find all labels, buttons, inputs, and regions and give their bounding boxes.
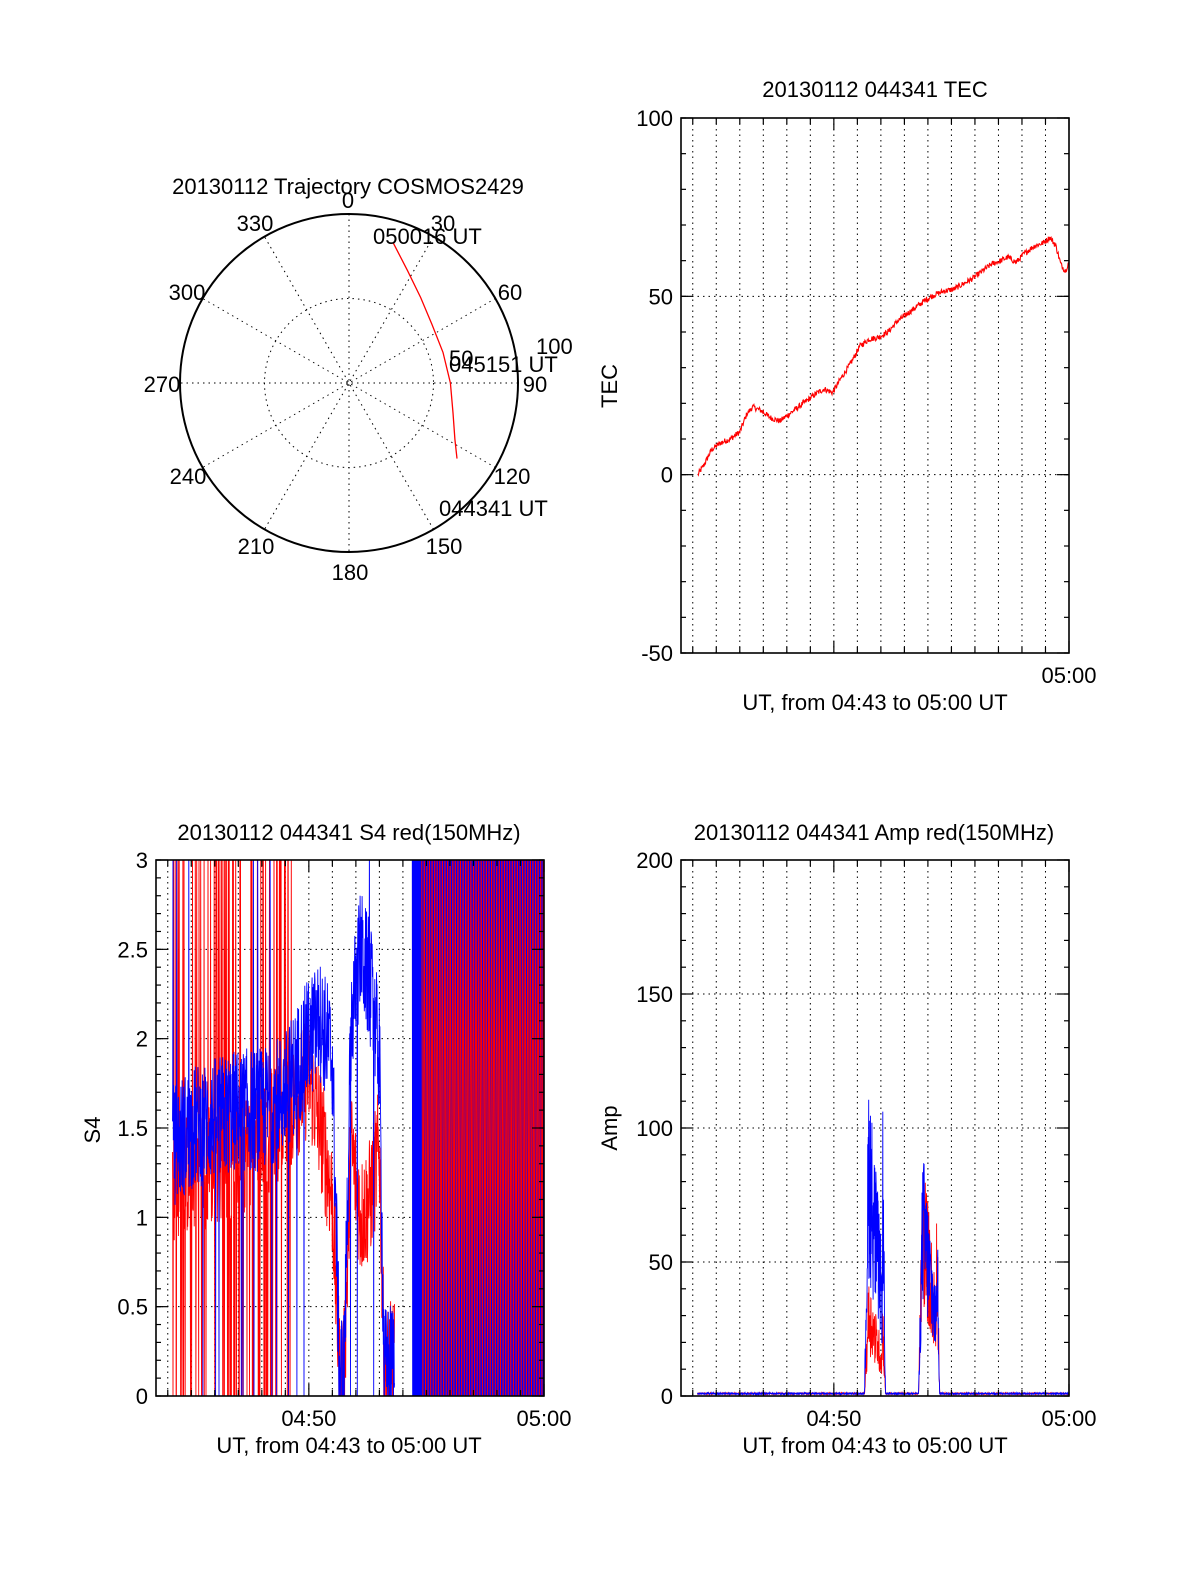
y-tick-label: 150	[636, 982, 673, 1007]
s4-series	[172, 860, 544, 1396]
tec-ylabel: TEC	[597, 364, 622, 408]
y-tick-label: 1.5	[117, 1116, 148, 1141]
polar-inner-ring	[264, 298, 434, 468]
amp-chart: 20130112 044341 Amp red(150MHz) 0 50 100 15…	[597, 820, 1097, 1458]
trajectory-line	[392, 242, 458, 459]
x-tick-label: 05:00	[516, 1406, 571, 1431]
annotation-mid-time: 045151 UT	[449, 352, 558, 377]
y-tick-label: 100	[636, 106, 673, 131]
amp-blue-line	[697, 1099, 1070, 1397]
y-tick-label: 0.5	[117, 1295, 148, 1320]
y-tick-label: 2.5	[117, 937, 148, 962]
tec-ticks: -50 0 50 100 05:00	[636, 106, 1096, 688]
x-tick-label: 04:50	[281, 1406, 336, 1431]
polar-radial-label-50: 50	[449, 346, 473, 371]
amp-series	[697, 1099, 1070, 1397]
tec-plot-frame	[680, 117, 1070, 654]
polar-radial-label-100: 100	[536, 334, 573, 359]
polar-angle-label: 90	[523, 372, 547, 397]
tec-xlabel: UT, from 04:43 to 05:00 UT	[742, 690, 1007, 715]
annotation-end-time: 050016 UT	[373, 224, 482, 249]
polar-angle-label: 180	[332, 560, 369, 585]
polar-grid	[180, 214, 518, 552]
polar-outer-ring	[179, 213, 519, 553]
x-tick-label: 05:00	[1041, 1406, 1096, 1431]
polar-angle-label: 150	[426, 534, 463, 559]
y-tick-label: 0	[661, 463, 673, 488]
amp-ticks: 0 50 100 150 200 04:50 05:00	[636, 848, 1096, 1431]
tec-title: 20130112 044341 TEC	[762, 77, 988, 102]
tec-line	[697, 236, 1069, 477]
s4-ticks: 0 0.5 1 1.5 2 2.5 3 04:50 05:00	[117, 848, 571, 1431]
polar-series	[392, 242, 458, 459]
trajectory-title: 20130112 Trajectory COSMOS2429	[172, 174, 524, 199]
amp-title: 20130112 044341 Amp red(150MHz)	[694, 820, 1054, 845]
tec-grid	[681, 118, 1070, 653]
polar-angle-labels: 0 30 60 90 120 150 180 210 240 270 300 330	[144, 188, 548, 585]
amp-ylabel: Amp	[597, 1105, 622, 1150]
s4-blue-line	[172, 860, 395, 1396]
polar-angle-label: 240	[170, 464, 207, 489]
trajectory-chart: 20130112 Trajectory COSMOS2429 0 30 60 90 12…	[144, 174, 573, 585]
s4-title: 20130112 044341 S4 red(150MHz)	[177, 820, 520, 845]
y-tick-label: 200	[636, 848, 673, 873]
s4-xlabel: UT, from 04:43 to 05:00 UT	[216, 1433, 481, 1458]
s4-chart: 20130112 044341 S4 red(150MHz) 0 0.5 1 1.5 2…	[80, 820, 572, 1458]
polar-spoke	[202, 298, 496, 468]
y-tick-label: -50	[641, 641, 673, 666]
polar-angle-label: 210	[238, 534, 275, 559]
y-tick-label: 50	[649, 1250, 673, 1275]
polar-angle-label: 330	[237, 211, 274, 236]
y-tick-label: 50	[649, 284, 673, 309]
s4-red-saturated	[421, 860, 544, 1396]
polar-angle-label: 120	[494, 464, 531, 489]
y-tick-label: 3	[136, 848, 148, 873]
polar-angle-label: 270	[144, 372, 181, 397]
tec-series	[697, 236, 1069, 477]
y-tick-label: 0	[136, 1384, 148, 1409]
polar-angle-label: 60	[498, 280, 522, 305]
polar-spoke	[264, 236, 434, 530]
y-tick-label: 2	[136, 1027, 148, 1052]
y-tick-label: 0	[661, 1384, 673, 1409]
x-tick-label: 05:00	[1041, 663, 1096, 688]
amp-grid	[681, 860, 1070, 1396]
y-tick-label: 100	[636, 1116, 673, 1141]
x-tick-label: 04:50	[806, 1406, 861, 1431]
annotation-start-time: 044341 UT	[439, 496, 548, 521]
polar-spoke	[202, 298, 496, 468]
polar-angle-label: 30	[431, 211, 455, 236]
polar-angle-label: 0	[342, 188, 354, 213]
tec-chart: 20130112 044341 TEC -50 0 50 100 05:00 UT, f…	[597, 77, 1097, 715]
amp-xlabel: UT, from 04:43 to 05:00 UT	[742, 1433, 1007, 1458]
s4-ylabel: S4	[80, 1117, 105, 1144]
y-tick-label: 1	[136, 1205, 148, 1230]
polar-angle-label: 300	[169, 280, 206, 305]
polar-spoke	[264, 236, 434, 530]
